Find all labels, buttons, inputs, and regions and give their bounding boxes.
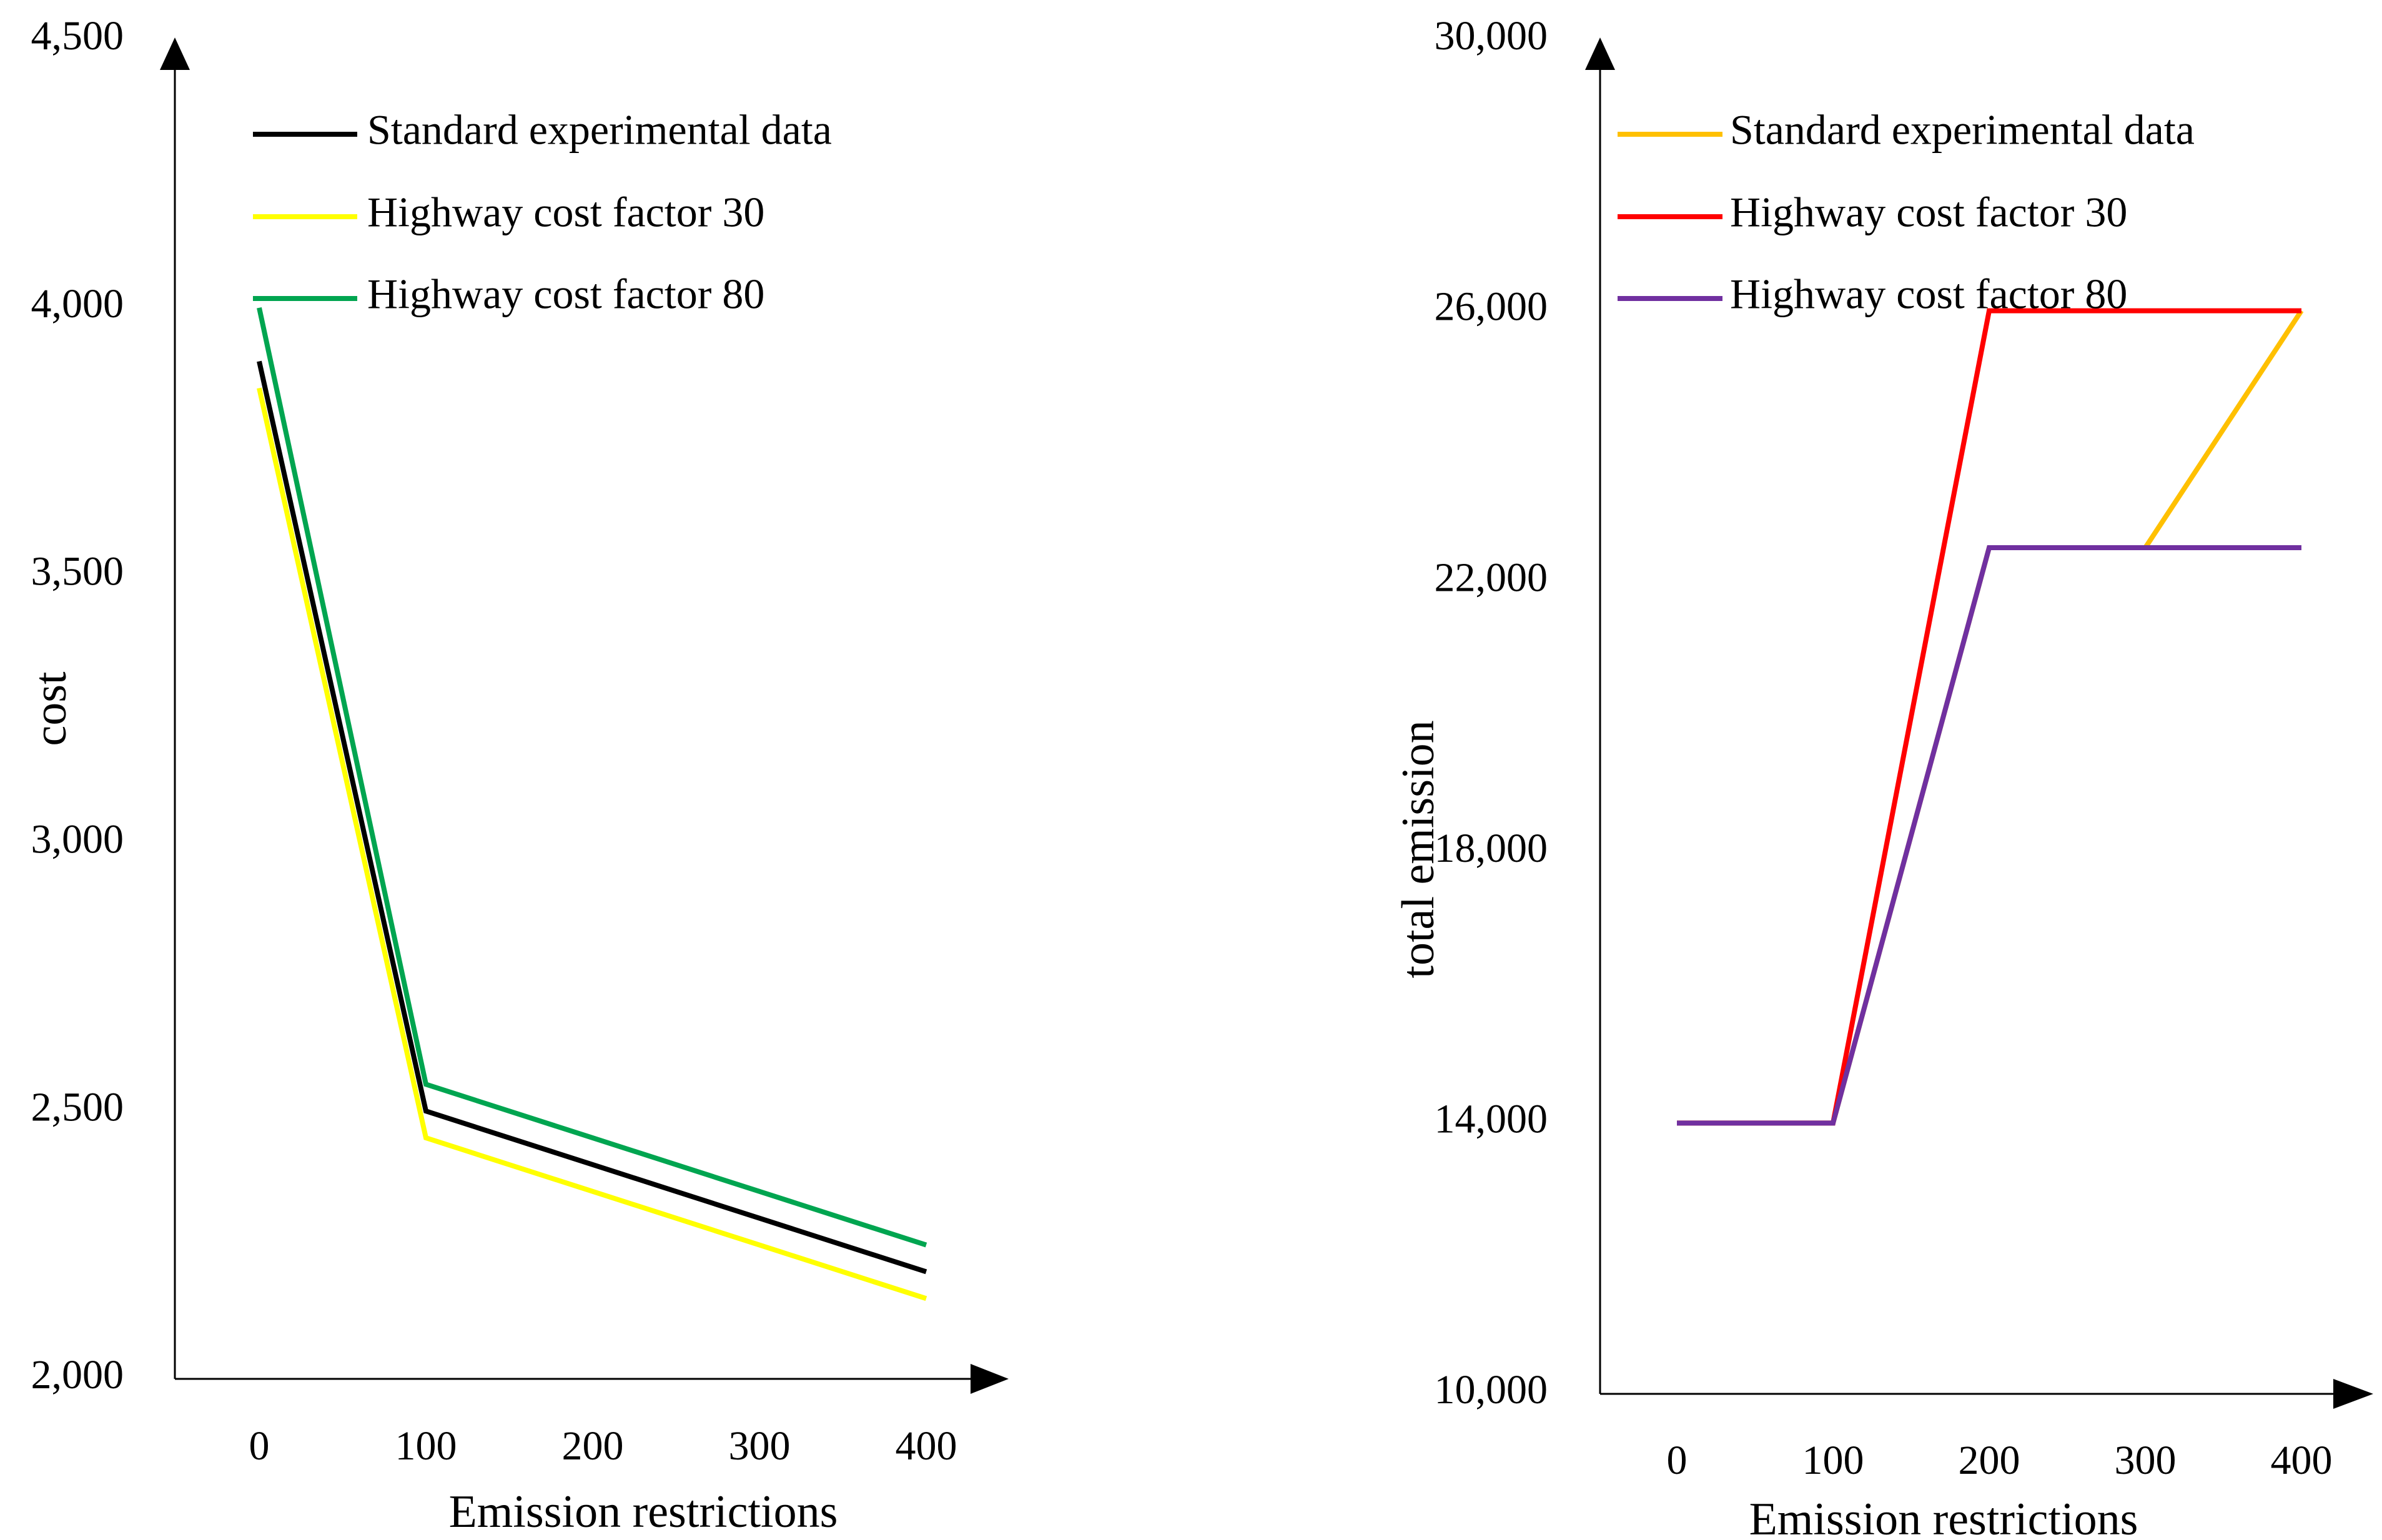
x-axis-arrow [2333, 1379, 2373, 1409]
y-tick-label: 2,500 [31, 1084, 124, 1130]
legend-label: Highway cost factor 80 [1730, 270, 2127, 318]
y-tick-label: 2,000 [31, 1352, 124, 1398]
legend-label: Standard experimental data [1730, 106, 2195, 154]
x-tick-label: 200 [1959, 1438, 2020, 1483]
x-tick-label: 0 [1667, 1438, 1688, 1483]
x-tick-label: 0 [249, 1423, 270, 1469]
y-tick-label: 4,500 [31, 13, 124, 59]
y-tick-label: 30,000 [1435, 13, 1548, 59]
y-tick-label: 10,000 [1435, 1367, 1548, 1413]
x-tick-label: 300 [729, 1423, 791, 1469]
y-axis-title: cost [25, 671, 76, 746]
total-emission-chart: 10,000 14,000 18,000 22,000 26,000 30,000 0 100… [1393, 13, 2373, 1540]
y-tick-label: 26,000 [1435, 284, 1548, 330]
x-axis-arrow [971, 1364, 1009, 1394]
x-tick-label: 100 [395, 1423, 457, 1469]
y-axis-arrow [160, 37, 190, 70]
x-axis-title: Emission restrictions [449, 1486, 838, 1538]
y-axis-arrow [1585, 37, 1615, 70]
y-tick-label: 14,000 [1435, 1097, 1548, 1142]
series-line-1 [1677, 309, 2304, 1126]
x-tick-label: 300 [2115, 1438, 2177, 1483]
series-line-2 [1677, 308, 2301, 1126]
series-line-3 [257, 307, 927, 1248]
legend-label: Highway cost factor 30 [1730, 189, 2127, 236]
y-tick-label: 4,000 [31, 281, 124, 327]
x-axis-title: Emission restrictions [1749, 1494, 2138, 1540]
y-axis-title: total emission [1393, 720, 1444, 978]
y-tick-label: 18,000 [1435, 826, 1548, 871]
y-tick-label: 22,000 [1435, 555, 1548, 600]
y-tick-label: 3,500 [31, 549, 124, 595]
cost-chart: 2,000 2,500 3,000 3,500 4,000 4,500 0 100 200 300… [25, 13, 1009, 1538]
series-line-2 [257, 387, 927, 1301]
legend-label: Standard experimental data [367, 106, 832, 154]
x-tick-label: 400 [896, 1423, 957, 1469]
series-line-3 [1677, 545, 2301, 1126]
y-tick-label: 3,000 [31, 817, 124, 862]
x-tick-label: 200 [562, 1423, 624, 1469]
legend-label: Highway cost factor 30 [367, 189, 764, 236]
legend-label: Highway cost factor 80 [367, 270, 764, 318]
series-line-1 [257, 360, 927, 1275]
x-tick-label: 400 [2271, 1438, 2333, 1483]
x-tick-label: 100 [1802, 1438, 1864, 1483]
